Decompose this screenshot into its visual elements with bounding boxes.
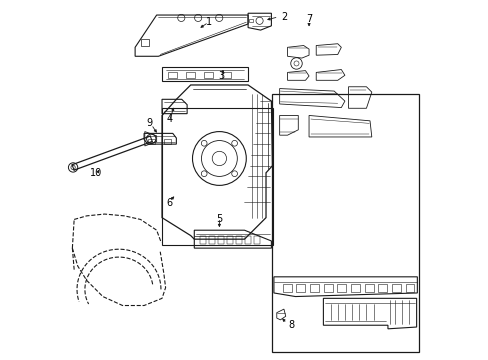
Bar [203,72,213,78]
Bar [200,236,206,244]
Bar [364,284,373,292]
Bar [254,236,260,244]
Text: 4: 4 [166,114,172,124]
Bar [282,284,291,292]
Bar [162,108,273,244]
Bar [337,284,346,292]
Bar [218,236,224,244]
Bar [147,139,155,144]
Bar [405,284,414,292]
Bar [222,72,231,78]
Text: 5: 5 [216,215,222,224]
Bar [323,284,332,292]
Bar [309,284,319,292]
Bar [236,236,242,244]
Bar [248,19,253,22]
Text: 2: 2 [280,12,286,22]
Bar [140,39,149,45]
Bar [350,284,359,292]
Bar [296,284,305,292]
Bar [272,94,418,352]
Bar [227,236,233,244]
Bar [209,236,215,244]
Text: 1: 1 [205,17,211,27]
Bar [244,236,250,244]
Bar [163,139,171,144]
Bar [378,284,386,292]
Text: 6: 6 [166,198,172,208]
Bar [391,284,400,292]
Text: 10: 10 [89,168,102,178]
Text: 7: 7 [305,14,311,24]
Bar [185,72,195,78]
Text: 9: 9 [146,118,152,128]
Bar [168,72,177,78]
Text: 8: 8 [287,320,294,330]
Text: 3: 3 [218,71,224,81]
